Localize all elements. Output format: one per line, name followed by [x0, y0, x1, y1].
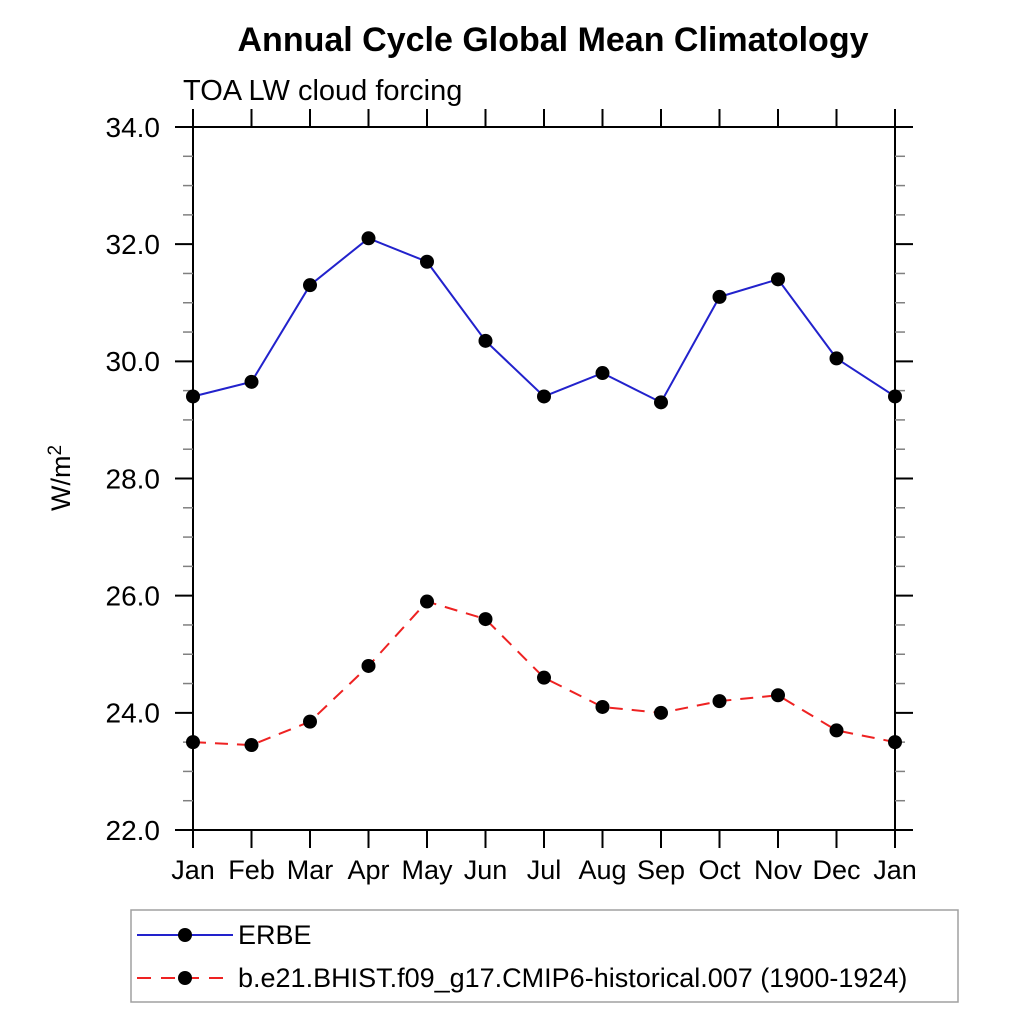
y-axis-label-base: W/m — [46, 456, 76, 511]
data-point-marker — [361, 658, 376, 673]
data-point-marker — [478, 333, 493, 348]
y-tick-label: 34.0 — [106, 112, 161, 143]
axis-tick-labels: Jan Feb Mar Apr May Jun Jul Aug Sep Oct Nov Dec Jan 2… — [106, 112, 917, 885]
data-point-marker — [654, 705, 668, 720]
data-point-marker — [654, 395, 668, 410]
chart-title: Annual Cycle Global Mean Climatology — [238, 21, 869, 59]
y-tick-label: 32.0 — [106, 229, 161, 260]
data-series — [186, 231, 902, 753]
plot-frame — [192, 126, 896, 831]
y-tick-label: 22.0 — [106, 815, 161, 846]
data-point-marker — [244, 738, 259, 753]
y-tick-label: 24.0 — [106, 698, 161, 729]
data-point-marker — [537, 670, 551, 685]
x-tick-label: Mar — [287, 855, 334, 885]
x-tick-label: Jun — [464, 855, 508, 885]
legend-box — [130, 909, 959, 1003]
legend-marker-icon — [178, 971, 192, 985]
data-point-marker — [478, 612, 493, 627]
data-point-marker — [888, 389, 902, 404]
legend-marker-icon — [178, 928, 192, 942]
y-axis-label-exponent: 2 — [45, 445, 66, 456]
legend-label-model: b.e21.BHIST.f09_g17.CMIP6-historical.007… — [238, 963, 907, 993]
data-point-marker — [537, 389, 551, 404]
y-tick-label: 26.0 — [106, 580, 161, 611]
data-point-marker — [595, 699, 610, 714]
data-point-marker — [244, 374, 259, 389]
axis-ticks — [175, 109, 913, 848]
series-line-0 — [192, 237, 896, 404]
data-point-marker — [771, 272, 785, 287]
legend: ERBE b.e21.BHIST.f09_g17.CMIP6-historica… — [130, 909, 959, 1003]
x-tick-label: Jan — [873, 855, 917, 885]
y-tick-label: 28.0 — [106, 463, 161, 494]
data-point-marker — [595, 366, 610, 381]
x-tick-label: Aug — [578, 855, 626, 885]
data-point-marker — [420, 594, 434, 609]
data-point-marker — [829, 351, 844, 366]
data-point-marker — [712, 289, 727, 304]
data-point-marker — [361, 231, 376, 246]
x-tick-label: Dec — [812, 855, 860, 885]
y-axis-label: W/m2 — [45, 445, 76, 511]
data-point-marker — [888, 735, 902, 750]
data-point-marker — [303, 714, 317, 729]
x-tick-label: May — [401, 855, 453, 885]
y-tick-label: 30.0 — [106, 346, 161, 377]
x-tick-label: Oct — [698, 855, 741, 885]
x-tick-label: Nov — [754, 855, 803, 885]
legend-label-erbe: ERBE — [238, 920, 312, 950]
data-point-marker — [186, 389, 200, 404]
x-tick-label: Jul — [527, 855, 562, 885]
x-tick-label: Feb — [228, 855, 275, 885]
x-tick-label: Jan — [171, 855, 215, 885]
data-point-marker — [771, 688, 785, 703]
data-point-marker — [829, 723, 844, 738]
data-point-marker — [186, 735, 200, 750]
data-point-marker — [303, 278, 317, 293]
x-tick-label: Sep — [637, 855, 685, 885]
chart-subtitle: TOA LW cloud forcing — [183, 75, 462, 107]
data-point-marker — [712, 694, 727, 709]
x-tick-label: Apr — [347, 855, 389, 885]
data-point-marker — [420, 254, 434, 269]
